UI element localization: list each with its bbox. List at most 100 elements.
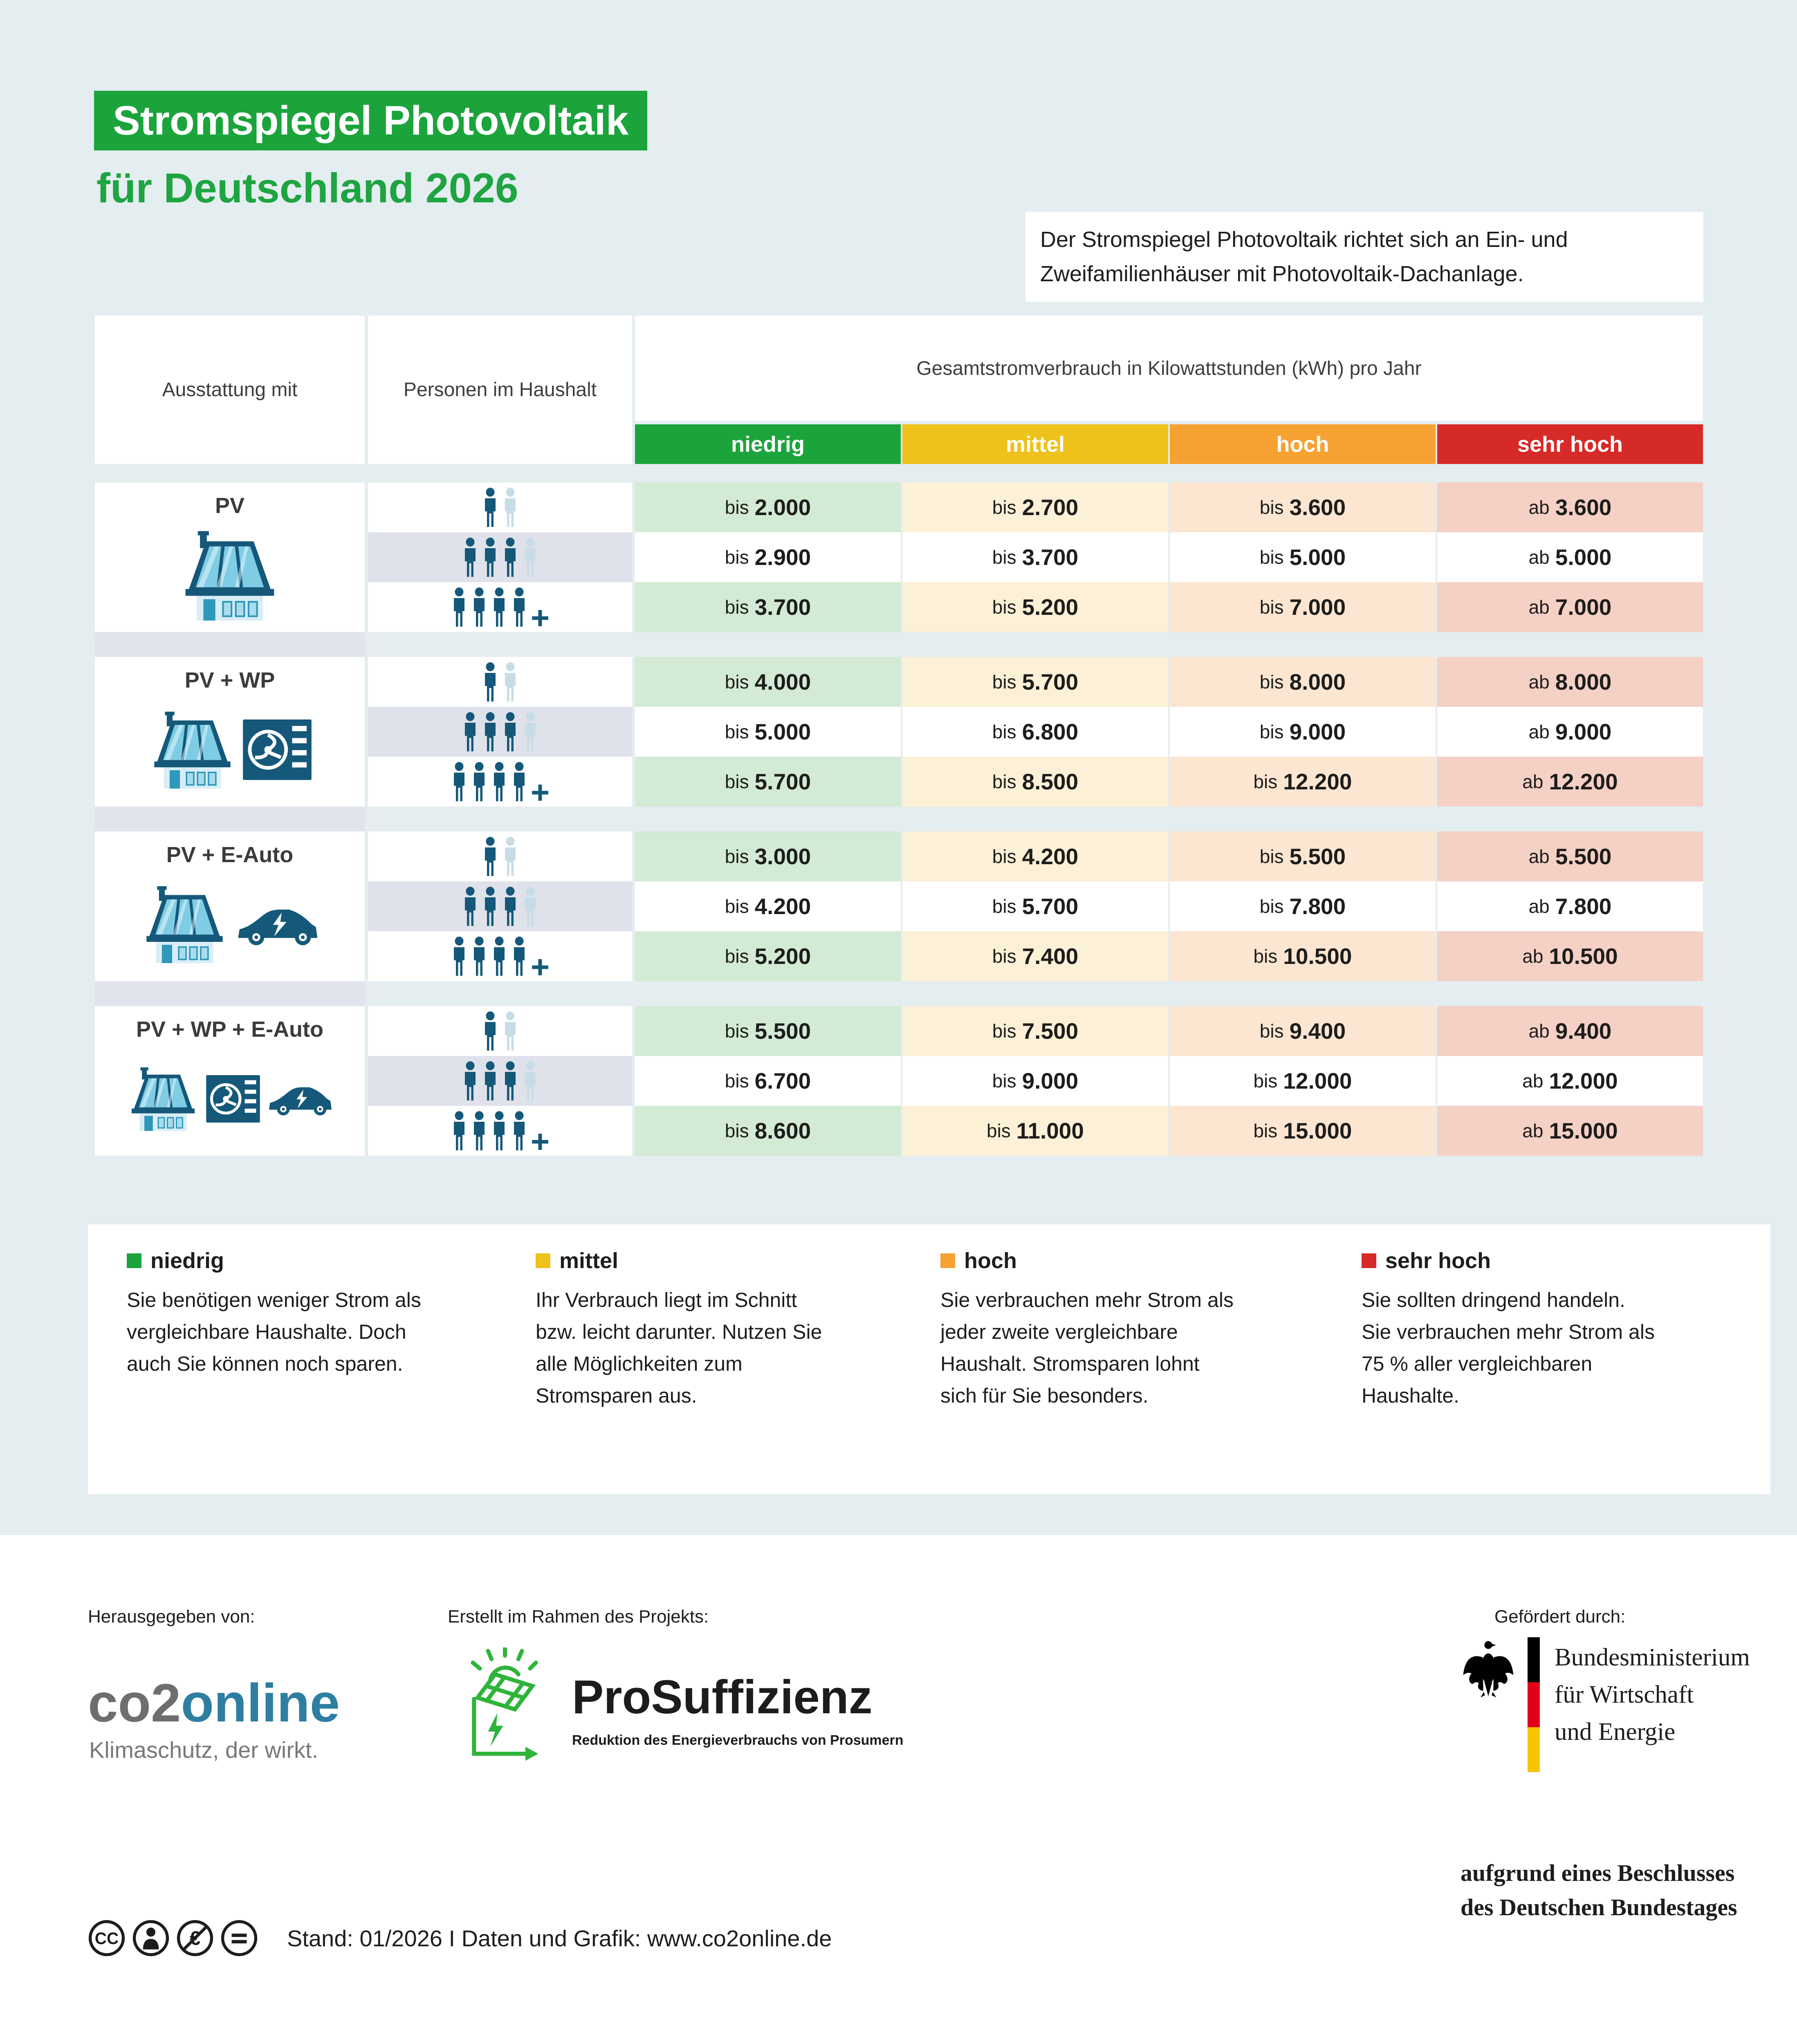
persons-cell (368, 1106, 632, 1156)
prosuffizienz-logo: ProSuffizienz Reduktion des Energieverbr… (444, 1647, 904, 1770)
value-prefix: bis (1259, 547, 1284, 568)
table-section-PV-+-WP-+-E-Auto: PV + WP + E-Auto (95, 1006, 1703, 1156)
legend-head: sehr hoch (1362, 1248, 1660, 1273)
value-amount: 4.200 (1022, 843, 1079, 869)
value-amount: 7.000 (1289, 594, 1346, 620)
ministry-logo: Bundesministerium für Wirtschaft und Ene… (1460, 1637, 1750, 1772)
column-header-persons: Personen im Haushalt (368, 316, 632, 464)
value-amount: 5.500 (1289, 843, 1346, 869)
equipment-icons (127, 1042, 333, 1156)
value-prefix: bis (725, 946, 749, 967)
value-prefix: bis (725, 547, 749, 568)
value-amount: 2.700 (1022, 494, 1079, 520)
ministry-name-line: und Energie (1555, 1718, 1676, 1746)
prosuffizienz-text: ProSuffizienz Reduktion des Energieverbr… (572, 1670, 904, 1748)
value-cell-mittel: bis 7.400 (902, 931, 1168, 981)
value-amount: 5.500 (754, 1018, 811, 1044)
legend-text: Sie verbrauchen mehr Strom als jeder zwe… (940, 1289, 1234, 1407)
value-prefix: ab (1528, 547, 1550, 568)
value-amount: 8.500 (1022, 769, 1079, 794)
value-cell-hoch: bis 9.000 (1170, 707, 1436, 757)
value-cell-sehr-hoch: ab 12.200 (1437, 757, 1703, 807)
value-prefix: ab (1528, 721, 1550, 742)
legend-color-swatch (1362, 1253, 1376, 1268)
person-icon (485, 1011, 496, 1051)
value-amount: 9.000 (1555, 719, 1612, 744)
value-prefix: bis (1259, 896, 1284, 917)
value-amount: 6.700 (754, 1068, 811, 1094)
value-cell-mittel: bis 2.700 (902, 482, 1168, 532)
bundestag-note-line: aufgrund eines Beschlusses (1460, 1860, 1735, 1886)
value-prefix: bis (725, 1020, 749, 1042)
person-light-icon (505, 488, 516, 527)
value-prefix: bis (1259, 596, 1284, 618)
value-cell-niedrig: bis 8.600 (635, 1106, 901, 1156)
person-icon (505, 1061, 516, 1100)
equipment-icons (148, 693, 312, 807)
value-amount: 4.200 (754, 893, 811, 919)
value-amount: 12.000 (1283, 1068, 1352, 1094)
value-prefix: ab (1522, 771, 1543, 792)
bundestag-note: aufgrund eines Beschlusses des Deutschen… (1460, 1856, 1737, 1925)
person-icon (485, 538, 496, 577)
person-light-icon (525, 887, 536, 926)
legend-color-swatch (940, 1253, 955, 1268)
cc-icon: CC (88, 1920, 125, 1957)
e-car-icon (238, 909, 318, 945)
legend-head: niedrig (127, 1248, 425, 1273)
section-gap-band (95, 981, 365, 1006)
cc-by-icon (132, 1920, 169, 1957)
value-prefix: bis (1253, 771, 1278, 792)
column-header-consumption: Gesamtstromverbrauch in Kilowattstunden … (635, 316, 1703, 421)
value-amount: 7.000 (1555, 594, 1612, 620)
value-prefix: bis (725, 497, 749, 518)
equipment-icons (141, 867, 319, 981)
value-cell-mittel: bis 4.200 (902, 831, 1168, 881)
equipment-icons (179, 518, 281, 632)
person-icon (485, 887, 496, 926)
bundestag-note-line: des Deutschen Bundestages (1460, 1894, 1737, 1921)
license-row: CC € Stand: 01/2026 I Daten und Grafik: … (88, 1919, 832, 1957)
value-cell-niedrig: bis 5.700 (635, 757, 901, 807)
prosuffizienz-name: ProSuffizienz (572, 1670, 873, 1724)
persons-cell (368, 657, 632, 707)
svg-text:CC: CC (95, 1929, 119, 1948)
legend-item-mittel: mittel Ihr Verbrauch liegt im Schnitt bz… (536, 1248, 834, 1412)
cc-nc-icon: € (177, 1920, 213, 1957)
ministry-name: Bundesministerium für Wirtschaft und Ene… (1555, 1639, 1750, 1750)
table-section-PV-+-WP: PV + WP (95, 657, 1703, 831)
value-amount: 7.400 (1022, 943, 1079, 969)
flag-red (1528, 1682, 1540, 1727)
value-cell-niedrig: bis 3.700 (635, 582, 901, 632)
value-amount: 9.400 (1289, 1018, 1346, 1044)
value-amount: 12.200 (1549, 769, 1618, 794)
person-icon (505, 887, 516, 926)
value-prefix: bis (725, 1120, 749, 1141)
value-cell-mittel: bis 9.000 (902, 1056, 1168, 1106)
co2online-tagline: Klimaschutz, der wirkt. (89, 1737, 319, 1763)
value-cell-mittel: bis 11.000 (902, 1106, 1168, 1156)
value-prefix: bis (725, 771, 749, 792)
equipment-cell: PV + WP + E-Auto (95, 1006, 365, 1156)
flag-gold (1528, 1727, 1540, 1772)
value-cell-sehr-hoch: ab 8.000 (1437, 657, 1703, 707)
value-cell-sehr-hoch: ab 10.500 (1437, 931, 1703, 981)
persons-cell (368, 1056, 632, 1106)
legend-label: mittel (559, 1248, 619, 1273)
value-amount: 3.700 (1022, 544, 1079, 570)
legend-item-sehr-hoch: sehr hoch Sie sollten dringend handeln. … (1362, 1248, 1660, 1412)
value-prefix: ab (1522, 1070, 1543, 1091)
value-amount: 5.000 (1289, 544, 1346, 570)
value-amount: 5.200 (1022, 594, 1079, 620)
value-prefix: ab (1528, 1020, 1550, 1042)
value-prefix: ab (1522, 946, 1543, 967)
value-cell-sehr-hoch: ab 5.500 (1437, 831, 1703, 881)
persons-cell (368, 582, 632, 632)
value-prefix: bis (992, 846, 1016, 867)
value-cell-hoch: bis 3.600 (1170, 482, 1436, 532)
person-icon (494, 762, 505, 801)
table-section-PV: PV bis 2.000 bis 2.700 bi (95, 482, 1703, 657)
legend-text: Sie sollten dringend handeln. Sie verbra… (1362, 1289, 1655, 1407)
section-gap-band (95, 632, 365, 657)
legend-item-niedrig: niedrig Sie benötigen weniger Strom als … (127, 1248, 425, 1380)
